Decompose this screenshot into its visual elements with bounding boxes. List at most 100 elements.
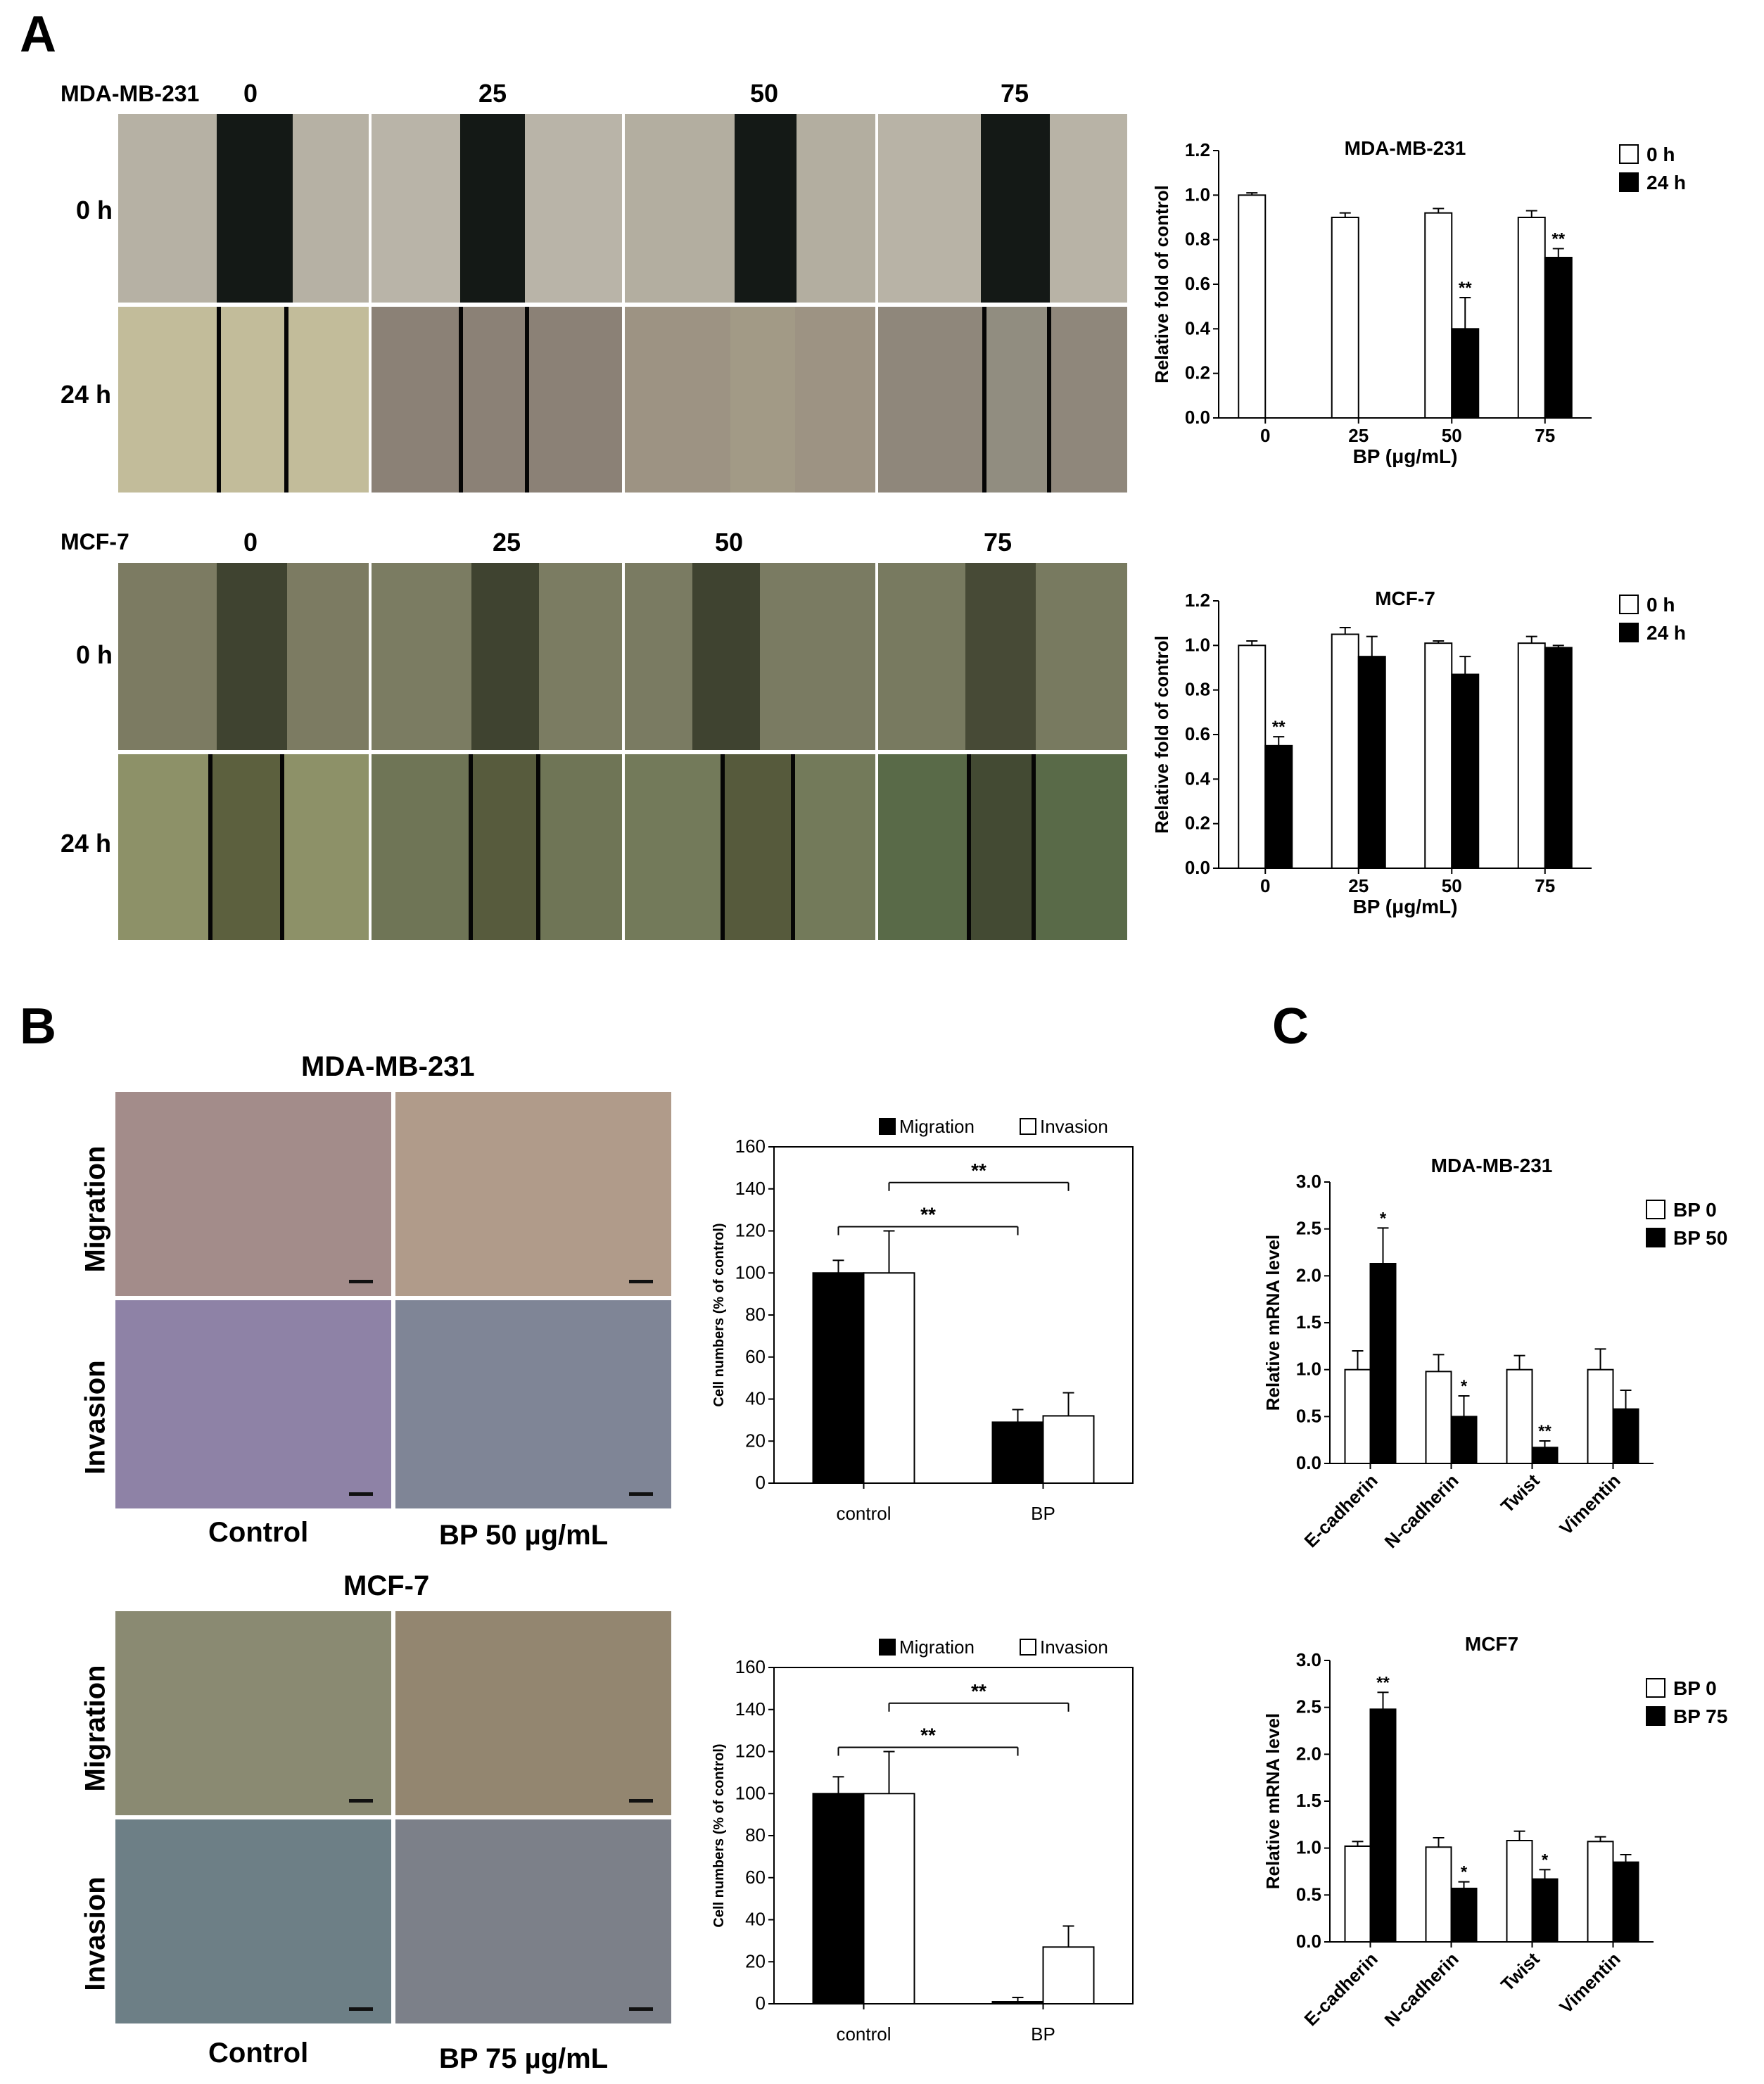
bar [1587,1841,1614,1943]
y-tick-label: 0.0 [1185,407,1210,428]
y-axis-label: Relative mRNA level [1262,1235,1283,1411]
chart-title: MDA-MB-231 [1431,1155,1553,1176]
bar [1238,194,1267,419]
y-tick-label: 0.5 [1296,1405,1321,1426]
dose-label: 0 [243,528,258,557]
legend-swatch [1619,144,1639,164]
y-tick-label: 1.5 [1296,1311,1321,1333]
time-label: 24 h [61,380,112,409]
bar [1544,257,1573,419]
y-tick-label: 140 [735,1178,766,1199]
bar [1517,217,1546,419]
bar [1451,673,1480,869]
bar [1506,1840,1533,1943]
y-tick-label: 3.0 [1296,1171,1321,1192]
y-tick-label: 0.8 [1185,229,1210,250]
row-label: Invasion [80,1876,111,1991]
legend-label: BP 0 [1673,1677,1717,1699]
chart-b-mcf: 0 20 40 60 80 100 120 140 160 Cell numbers (% of … [711,1637,1134,2045]
y-tick-label: 0.0 [1296,1452,1321,1473]
significance-mark: ** [920,1204,936,1226]
y-tick-label: 0.0 [1185,857,1210,878]
chart-title: MCF7 [1465,1633,1518,1655]
y-tick-label: 40 [745,1388,766,1409]
significance-mark: ** [971,1159,986,1181]
bar [1531,1447,1559,1465]
transwell-image [115,1819,391,2023]
y-tick-label: 0.2 [1185,813,1210,834]
x-tick-label: 50 [1442,425,1462,446]
bar [1587,1368,1614,1464]
dose-label: 50 [715,528,744,557]
transwell-image [115,1092,391,1296]
chart-a-mda: 0.0 0.2 0.4 0.6 0.8 1.0 1.2 Relative fold of co… [1151,137,1686,467]
y-tick-label: 2.5 [1296,1696,1321,1717]
col-label: BP 75 µg/mL [439,2043,609,2074]
bar [1369,1708,1397,1943]
y-tick-label: 1.2 [1185,139,1210,160]
cell-line-label: MDA-MB-231 [301,1051,475,1082]
x-tick-label: 0 [1260,875,1270,896]
y-tick-label: 40 [745,1909,766,1930]
bar [1424,212,1453,419]
bar [1544,647,1573,869]
bar [1424,642,1453,870]
significance-mark: * [1380,1209,1387,1228]
wound-image [118,114,369,303]
bar [991,1421,1044,1484]
x-tick-label: Vimentin [1555,1470,1625,1539]
y-tick-label: 20 [745,1430,766,1451]
legend-swatch [1646,1228,1665,1247]
x-tick-label: Twist [1497,1948,1544,1995]
y-tick-label: 2.0 [1296,1743,1321,1764]
y-tick-label: 100 [735,1262,766,1283]
bar [1042,1946,1095,2004]
y-tick-label: 0.0 [1296,1931,1321,1952]
bar [812,1272,865,1484]
bar [1042,1415,1095,1484]
y-tick-label: 0 [756,1993,766,2014]
significance-mark: ** [1552,229,1565,248]
row-label: Invasion [80,1360,111,1475]
bar [1425,1846,1452,1943]
bar [1331,217,1359,419]
legend-swatch [1646,1706,1665,1726]
chart-b-mda: 0 20 40 60 80 100 120 140 160 Cell numbers (% of … [711,1116,1134,1524]
legend-label: 0 h [1646,594,1675,616]
wound-image [878,307,1127,493]
cell-line-label: MCF-7 [61,529,129,554]
legend-label: 24 h [1646,622,1686,644]
bar [1344,1845,1371,1943]
row-label: Migration [80,1145,111,1273]
bar [1369,1263,1397,1464]
legend-label: Migration [899,1116,975,1137]
y-tick-label: 1.0 [1296,1837,1321,1858]
wound-image [625,754,875,940]
y-tick-label: 1.0 [1185,184,1210,205]
transwell-image [395,1092,671,1296]
significance-mark: * [1542,1850,1549,1869]
legend-label: Invasion [1040,1637,1108,1658]
legend-swatch [1619,623,1639,642]
legend-label: Invasion [1040,1116,1108,1137]
y-tick-label: 80 [745,1304,766,1325]
panel-label-c: C [1272,998,1309,1055]
dose-label: 75 [1001,79,1029,108]
x-axis-label: BP (μg/mL) [1353,445,1458,467]
x-tick-label: Twist [1497,1470,1544,1517]
legend-swatch [879,1118,896,1135]
x-tick-label: E-cadherin [1300,1470,1382,1551]
legend-swatch [1020,1639,1036,1656]
x-tick-label: 50 [1442,875,1462,896]
y-tick-label: 0.8 [1185,679,1210,700]
chart-c-mcf: 0.0 0.5 1.0 1.5 2.0 2.5 3.0 Relative mRNA level… [1262,1633,1727,2031]
time-label: 0 h [76,640,113,669]
bar [1425,1371,1452,1465]
legend-swatch [1646,1678,1665,1698]
y-axis-label: Cell numbers (% of control) [711,1223,727,1406]
y-tick-label: 2.5 [1296,1218,1321,1239]
bar [1450,1416,1478,1465]
y-tick-label: 140 [735,1698,766,1720]
y-axis-label: Cell numbers (% of control) [711,1743,727,1927]
bar [1612,1861,1639,1943]
